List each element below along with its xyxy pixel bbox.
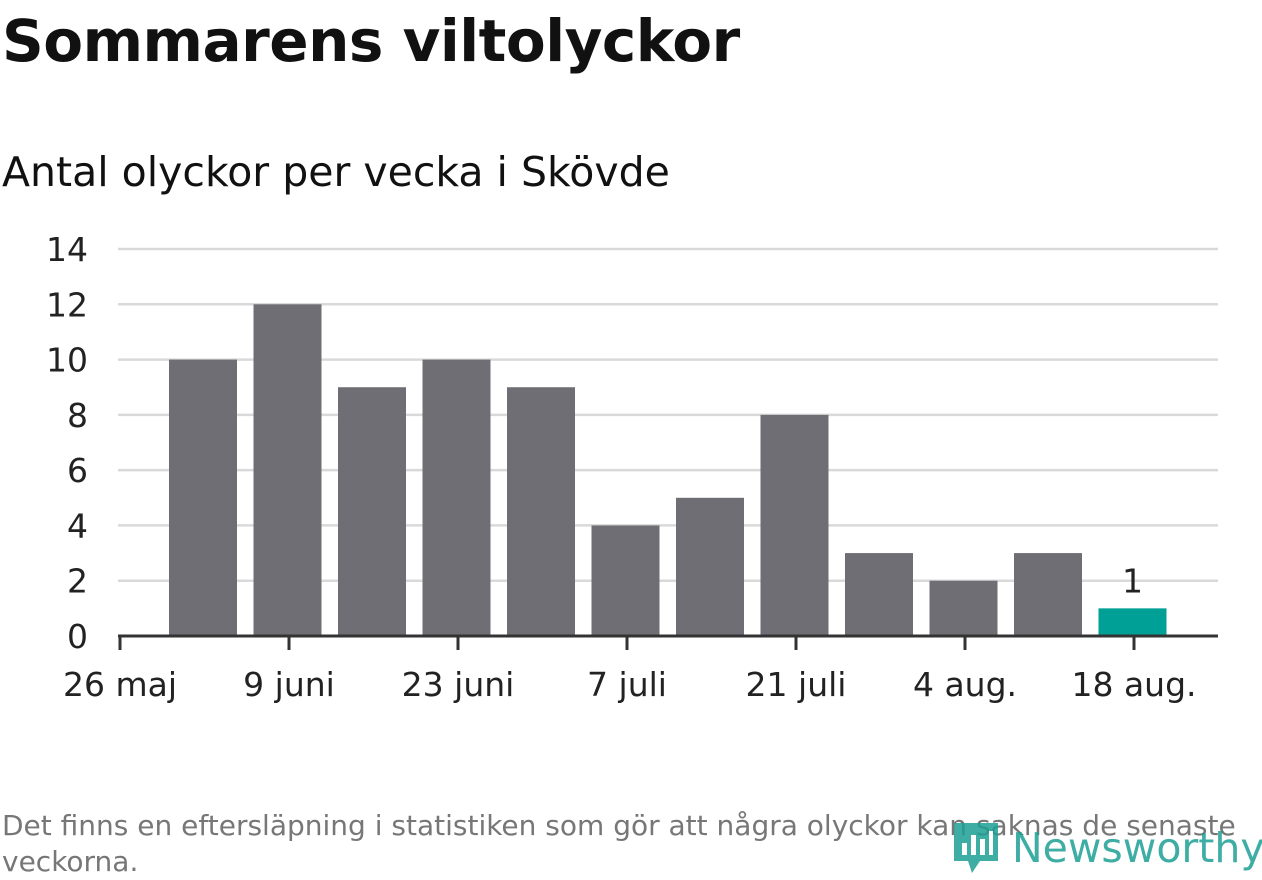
bar	[422, 359, 491, 636]
y-tick-label: 0	[67, 617, 88, 656]
x-tick-label: 18 aug.	[1071, 665, 1196, 704]
bar	[676, 497, 744, 636]
y-tick-label: 12	[46, 285, 88, 324]
x-tick-label: 23 juni	[402, 665, 515, 704]
y-tick-label: 8	[67, 396, 88, 435]
bar	[591, 525, 660, 636]
y-tick-label: 10	[46, 341, 88, 380]
y-tick-label: 14	[46, 230, 88, 269]
y-tick-label: 2	[67, 562, 88, 601]
y-tick-label: 4	[67, 506, 88, 545]
bar	[1014, 553, 1082, 636]
x-tick-label: 9 juni	[243, 665, 335, 704]
bar	[760, 414, 829, 636]
x-tick-label: 7 juli	[587, 665, 667, 704]
bar	[338, 387, 406, 636]
bar	[1098, 608, 1167, 636]
data-label: 1	[1122, 561, 1143, 600]
logo-text: Newsworthy	[1012, 824, 1262, 872]
x-tick-label: 4 aug.	[913, 665, 1017, 704]
bar	[507, 387, 575, 636]
chart-subtitle: Antal olyckor per vecka i Skövde	[2, 148, 670, 196]
y-tick-label: 6	[67, 451, 88, 490]
newsworthy-logo: Newsworthy	[950, 818, 1262, 878]
bar	[845, 553, 913, 636]
bar	[929, 580, 998, 636]
x-tick-label: 21 juli	[746, 665, 847, 704]
footnote: Det finns en eftersläpning i statistiken…	[2, 809, 1236, 878]
bar	[169, 359, 237, 636]
chart-title: Sommarens viltolyckor	[2, 7, 740, 75]
bar-chart-logo-icon	[954, 823, 998, 873]
bar	[253, 304, 322, 636]
x-tick-label: 26 maj	[63, 665, 177, 704]
